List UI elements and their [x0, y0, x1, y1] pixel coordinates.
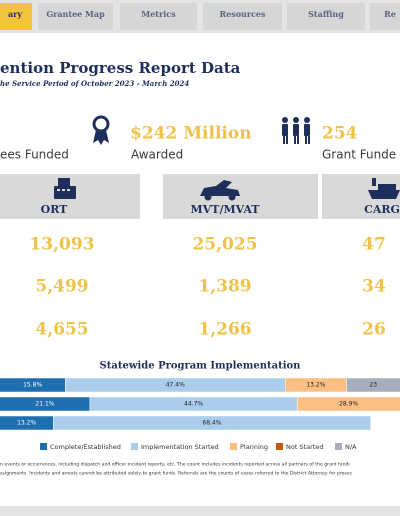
- awarded-value: $242 Million: [130, 124, 252, 144]
- metric-value: 1,266: [198, 320, 251, 340]
- nav-tab[interactable]: [0, 3, 32, 30]
- bar-label: 23: [369, 382, 377, 389]
- legend-swatch: [40, 443, 47, 450]
- nav-tab-label[interactable]: Grantee Map: [46, 9, 105, 19]
- nav-tab[interactable]: [203, 3, 282, 30]
- subtitle: he Service Period of October 2023 - Marc…: [0, 79, 189, 88]
- stacked-bar-chart: 15.8% 47.4% 13.2% 23 21.1% 44.7% 28.9% 13.2% 68.…: [0, 377, 400, 431]
- legend-swatch: [335, 443, 342, 450]
- legend-swatch: [131, 443, 138, 450]
- chart-title: Statewide Program Implementation: [100, 361, 302, 372]
- grant-value: 254: [322, 124, 358, 144]
- ribbon-icon: [92, 115, 110, 145]
- nav-tab-label[interactable]: Re: [384, 9, 396, 19]
- metric-header: CARG: [364, 203, 400, 216]
- footnote-line: n events or occurrences, including dispa…: [0, 462, 350, 468]
- bar-label: 28.9%: [339, 401, 358, 408]
- metric-value: 1,389: [198, 277, 251, 297]
- legend-label: Complete/Established: [50, 443, 121, 451]
- legend-label: Planning: [240, 443, 268, 451]
- bar-label: 13.2%: [17, 420, 36, 427]
- bar-label: 15.8%: [23, 382, 42, 389]
- metric-value: 25,025: [192, 235, 257, 255]
- grant-label: Grant Funde: [322, 148, 396, 162]
- awarded-label: Awarded: [131, 148, 183, 162]
- nav-tab[interactable]: [370, 3, 400, 30]
- bar-segment: [52, 415, 371, 431]
- metric-value: 34: [362, 277, 386, 297]
- ship-icon: [368, 178, 400, 199]
- legend-swatch: [230, 443, 237, 450]
- metric-value: 5,499: [35, 277, 88, 297]
- bar-label: 21.1%: [35, 401, 54, 408]
- legend: Complete/Established Implementation Start…: [40, 443, 357, 451]
- legend-label: Implementation Started: [141, 443, 219, 451]
- funded-label: ees Funded: [0, 148, 69, 162]
- metric-header: MVT/MVAT: [191, 203, 261, 216]
- bar-segment: [297, 396, 400, 412]
- legend-swatch: [276, 443, 283, 450]
- nav-tab-label[interactable]: Metrics: [141, 9, 176, 19]
- metric-header: ORT: [41, 203, 69, 216]
- metric-value: 4,655: [35, 320, 88, 340]
- metric-header-boxes: [0, 174, 400, 219]
- legend-label: N/A: [345, 443, 357, 451]
- metric-box: [163, 174, 318, 219]
- metrics: ORT 13,093 5,499 4,655 MVT/MVAT 25,025 1,389 1,…: [29, 203, 399, 340]
- metric-value: 13,093: [29, 235, 94, 255]
- title: ention Progress Report Data: [0, 59, 241, 77]
- nav-tab[interactable]: [287, 3, 365, 30]
- nav-tab[interactable]: [120, 3, 197, 30]
- register-icon: [54, 178, 76, 199]
- nav-tab-label[interactable]: Staffing: [308, 9, 344, 19]
- metric-value: 26: [362, 320, 386, 340]
- legend-label: Not Started: [286, 443, 323, 451]
- bar-label: 13.2%: [306, 382, 325, 389]
- footnote-line: ssignments. Incidents and arrests cannot…: [0, 471, 353, 477]
- nav-tab-label[interactable]: ary: [8, 9, 22, 19]
- bar-label: 44.7%: [184, 401, 203, 408]
- bar-label: 68.4%: [202, 420, 221, 427]
- car-icon: [200, 180, 240, 201]
- nav-tab[interactable]: [38, 3, 113, 30]
- bottom-bar: [0, 506, 400, 516]
- metric-value: 47: [362, 235, 386, 255]
- footnote: n events or occurrences, including dispa…: [0, 462, 353, 477]
- nav-tab-label[interactable]: Resources: [219, 9, 266, 19]
- bar-label: 47.4%: [166, 382, 185, 389]
- nav: ary Grantee Map Metrics Resources Staffing Re: [0, 3, 400, 30]
- people-icon: [282, 117, 310, 144]
